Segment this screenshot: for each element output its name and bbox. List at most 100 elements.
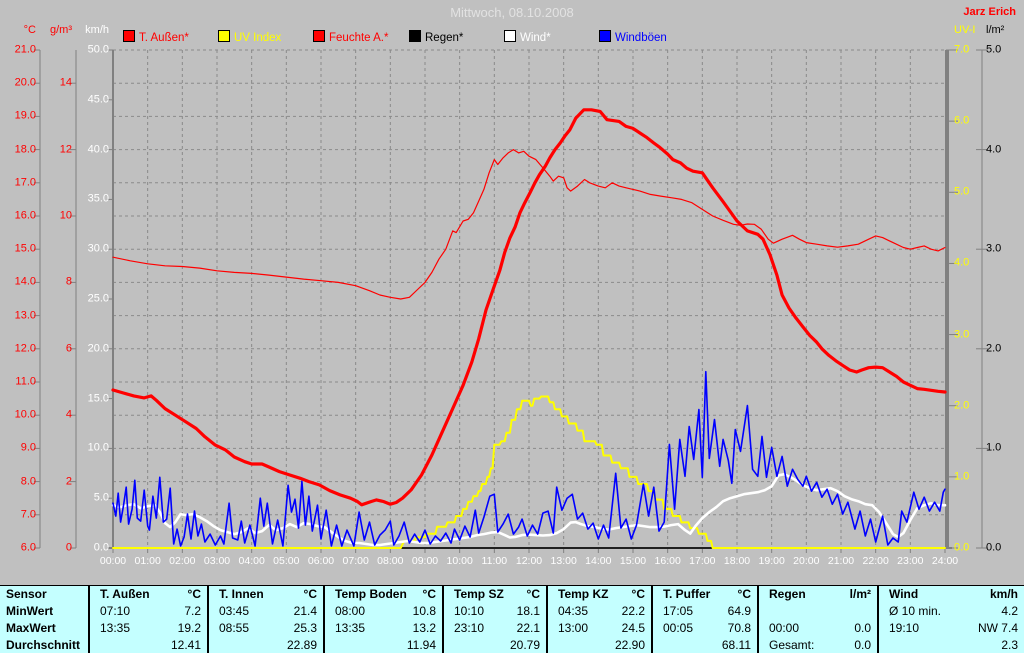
y-axis-tick-label-hum: 12 <box>59 143 72 156</box>
y-axis-tick-label-temp: 7.0 <box>20 508 36 521</box>
y-axis-tick-label-uv: 2.0 <box>954 399 970 412</box>
x-axis-tick-label: 14:00 <box>585 555 612 567</box>
x-axis-tick-label: 24:00 <box>931 555 959 567</box>
table-cell-row: 08:55 25.3 <box>209 620 323 637</box>
y-axis-tick-label-uv: 4.0 <box>954 256 970 269</box>
y-axis-tick-label-temp: 11.0 <box>15 375 36 388</box>
table-column-t-puffer: T. Puffer °C 17:05 64.9 00:05 70.8 68.11 <box>651 586 757 653</box>
table-cell-left: 03:45 <box>219 604 250 618</box>
table-cell-left: Gesamt: <box>769 638 815 652</box>
y-axis-tick-label-rain: 0.0 <box>986 541 1002 554</box>
y-axis-tick-label-temp: 16.0 <box>14 209 36 222</box>
y-axis-tick-label-temp: 20.0 <box>14 76 36 89</box>
table-cell-left: T. Innen <box>219 587 264 601</box>
table-cell-row: 13:35 13.2 <box>325 620 442 637</box>
table-cell-row: 13:00 24.5 <box>548 620 651 637</box>
legend-label: Wind* <box>520 32 551 44</box>
x-axis-tick-label: 20:00 <box>793 555 820 567</box>
table-cell-left: 07:10 <box>100 604 131 618</box>
table-cell-value: 2.3 <box>1001 638 1018 652</box>
x-axis-tick-label: 21:00 <box>827 555 855 567</box>
x-axis-tick-label: 10:00 <box>446 555 473 567</box>
table-row-label-column: Sensor MinWert MaxWert Durchschnitt <box>0 586 88 653</box>
table-cell-row: Temp Boden °C <box>325 586 442 603</box>
legend-swatch-icon <box>313 30 325 42</box>
y-axis-tick-label-wind: 45.0 <box>87 93 109 106</box>
table-row-label: Durchschnitt <box>0 637 88 653</box>
table-cell-left: 23:10 <box>454 621 485 635</box>
table-cell-value: 7.2 <box>184 604 201 618</box>
table-column-regen: Regen l/m² 00:00 0.0 Gesamt: 0.0 <box>757 586 877 653</box>
table-row-label-text: MinWert <box>6 604 54 618</box>
legend-label: T. Außen* <box>139 32 189 44</box>
axis-header-hum: g/m³ <box>50 24 72 36</box>
table-cell-value: 11.94 <box>406 638 436 652</box>
y-axis-tick-label-uv: 7.0 <box>954 43 970 56</box>
x-axis-tick-label: 03:00 <box>203 555 231 567</box>
table-cell-value: 22.89 <box>286 638 317 652</box>
y-axis-tick-label-wind: 20.0 <box>87 342 109 355</box>
table-cell-row: 00:00 0.0 <box>759 620 877 637</box>
y-axis-tick-label-wind: 10.0 <box>87 441 109 454</box>
y-axis-tick-label-wind: 5.0 <box>93 491 109 504</box>
y-axis-tick-label-temp: 21.0 <box>14 43 36 56</box>
y-axis-tick-label-rain: 1.0 <box>986 441 1002 454</box>
table-cell-value: °C <box>737 587 751 601</box>
x-axis-tick-label: 19:00 <box>758 555 785 567</box>
legend-label: Feuchte A.* <box>329 32 389 44</box>
legend-item: T. Außen* <box>123 30 189 44</box>
series-line-5-hum <box>112 149 946 300</box>
table-cell-row: 04:35 22.2 <box>548 603 651 620</box>
y-axis-tick-label-wind: 35.0 <box>87 192 109 205</box>
series-line-4-wind <box>112 370 946 547</box>
author-name: Jarz Erich <box>963 6 1016 18</box>
y-axis-tick-label-uv: 1.0 <box>954 470 970 483</box>
table-cell-left: 19:10 <box>889 621 920 635</box>
y-axis-tick-label-hum: 6 <box>65 342 72 355</box>
table-cell-row <box>759 603 877 620</box>
axis-header-uv: UV-I <box>954 24 976 36</box>
x-axis-tick-label: 12:00 <box>515 555 543 567</box>
y-axis-tick-label-temp: 13.0 <box>14 309 36 322</box>
table-column-wind: Wind km/h Ø 10 min. 4.2 19:10 NW 7.4 2.3 <box>877 586 1024 653</box>
x-axis-tick-label: 18:00 <box>723 555 751 567</box>
table-row-label: MaxWert <box>0 620 88 637</box>
y-axis-tick-label-temp: 12.0 <box>14 342 36 355</box>
table-cell-row: T. Innen °C <box>209 586 323 603</box>
axis-header-wind: km/h <box>85 24 109 36</box>
table-cell-value <box>769 603 871 620</box>
x-axis-tick-label: 13:00 <box>550 555 577 567</box>
table-row-label: MinWert <box>0 603 88 620</box>
table-cell-left: Temp KZ <box>558 587 609 601</box>
legend-swatch-icon <box>218 30 230 42</box>
table-cell-row: Regen l/m² <box>759 586 877 603</box>
table-cell-left: 00:05 <box>663 621 694 635</box>
table-cell-left: Ø 10 min. <box>889 604 942 618</box>
table-cell-left: T. Puffer <box>663 587 711 601</box>
x-axis-tick-label: 22:00 <box>862 555 889 567</box>
x-axis-tick-label: 15:00 <box>619 555 647 567</box>
table-cell-value: 25.3 <box>293 621 317 635</box>
legend-swatch-icon <box>504 30 516 42</box>
table-cell-row: Temp KZ °C <box>548 586 651 603</box>
table-cell-value: 21.4 <box>293 604 317 618</box>
x-axis-tick-label: 08:00 <box>377 555 404 567</box>
y-axis-tick-label-rain: 3.0 <box>986 242 1002 255</box>
table-cell-row: 11.94 <box>325 637 442 653</box>
table-cell-left: Temp SZ <box>454 587 504 601</box>
y-axis-tick-label-wind: 30.0 <box>87 242 109 255</box>
table-cell-row: 17:05 64.9 <box>653 603 757 620</box>
table-cell-value: 64.9 <box>727 604 751 618</box>
table-cell-row: 00:05 70.8 <box>653 620 757 637</box>
x-axis-tick-label: 01:00 <box>134 555 161 567</box>
table-cell-value: °C <box>187 587 201 601</box>
y-axis-tick-label-temp: 10.0 <box>14 408 36 421</box>
table-cell-row: 10:10 18.1 <box>444 603 546 620</box>
table-cell-value: 70.8 <box>727 621 751 635</box>
table-cell-value: 22.90 <box>614 638 645 652</box>
axis-header-rain: l/m² <box>986 24 1005 36</box>
legend-item: UV Index <box>218 30 281 44</box>
table-cell-left: 17:05 <box>663 604 694 618</box>
legend-swatch-icon <box>599 30 611 42</box>
y-axis-tick-label-uv: 3.0 <box>954 328 970 341</box>
